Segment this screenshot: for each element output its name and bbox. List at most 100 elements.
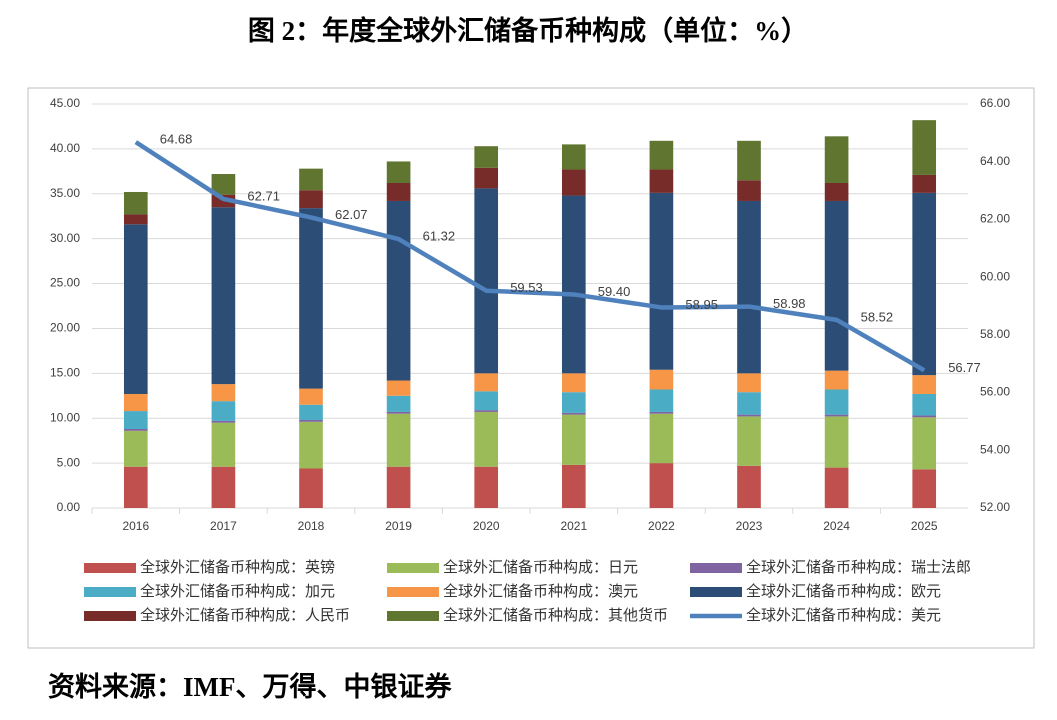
bar-segment [299,208,323,389]
x-tick-label: 2021 [560,519,587,533]
bar-segment [386,395,411,412]
bar-segment [211,174,236,195]
bar-segment [123,224,148,394]
bar-segment [824,416,849,468]
bar-segment [299,420,323,422]
bar-segment [912,192,937,376]
chart-title: 图 2：年度全球外汇储备币种构成（单位：%） [248,15,808,46]
y2-tick-label: 52.00 [980,500,1010,514]
bar-segment [912,375,937,394]
bar-segment [299,388,323,405]
legend-label: 全球外汇储备币种构成：日元 [443,558,638,576]
data-label: 58.52 [861,309,894,324]
y-tick-label: 15.00 [50,366,80,380]
bar-segment [561,169,586,196]
bar-segment [299,190,323,209]
bar-segment [649,463,674,508]
y-tick-label: 20.00 [50,321,80,335]
bar-segment [561,414,586,465]
data-label: 64.68 [160,132,193,147]
data-label: 59.40 [598,284,631,299]
bar-segment [211,466,236,508]
y-tick-label: 40.00 [50,141,80,155]
bar-segment [386,200,411,381]
x-tick-label: 2023 [736,519,763,533]
bar-segment [386,161,411,184]
bar-segment [649,369,674,390]
bar-segment [649,413,674,464]
bar-segment [561,392,586,413]
bar-segment [824,136,849,184]
bar-segment [824,183,849,201]
y2-tick-label: 64.00 [980,154,1010,168]
bar-segment [737,416,761,466]
bar-segment [912,174,937,193]
source: 资料来源：IMF、万得、中银证券 [48,671,452,702]
legend-swatch [84,563,136,573]
bar-segment [474,373,499,392]
bar-segment [649,389,674,412]
bar-segment [737,373,761,393]
legend-label: 全球外汇储备币种构成：英镑 [140,558,335,576]
bar-segment [912,417,937,470]
bar-segment [737,200,761,374]
bar-segment [561,373,586,393]
bar-segment [824,200,849,371]
y-tick-label: 0.00 [57,500,81,514]
bar-segment [123,430,148,467]
legend-label: 全球外汇储备币种构成：其他货币 [443,606,668,624]
bar-segment [737,392,761,415]
y2-tick-label: 66.00 [980,96,1010,110]
legend-swatch [387,587,439,597]
bar-segment [737,180,761,201]
bar-segment [824,370,849,390]
bar-segment [386,411,411,414]
bar-segment [474,466,499,508]
x-tick-label: 2016 [122,519,149,533]
data-label: 56.77 [948,360,981,375]
bar-segment [211,422,236,467]
legend-swatch [387,611,439,621]
bar-segment [561,412,586,415]
y-tick-label: 45.00 [50,96,80,110]
y2-tick-label: 56.00 [980,385,1010,399]
bar-segment [299,168,323,191]
x-tick-label: 2019 [385,519,412,533]
data-label: 58.98 [773,296,806,311]
legend-label: 全球外汇储备币种构成：人民币 [140,606,350,624]
legend-label: 全球外汇储备币种构成：欧元 [746,582,941,600]
bar-segment [211,420,236,423]
bar-segment [211,207,236,385]
bar-segment [386,183,411,201]
bar-segment [211,401,236,421]
y-tick-label: 10.00 [50,410,80,424]
y-tick-label: 30.00 [50,231,80,245]
x-tick-label: 2025 [911,519,938,533]
bar-segment [211,384,236,402]
x-tick-label: 2020 [473,519,500,533]
bar-segment [123,466,148,508]
legend-swatch [84,611,136,621]
data-label: 62.71 [247,188,280,203]
x-tick-label: 2018 [298,519,325,533]
bar-segment [649,411,674,414]
chart-frame [27,87,1035,649]
x-tick-label: 2024 [823,519,850,533]
y-tick-label: 25.00 [50,276,80,290]
bar-segment [912,415,937,418]
bar-segment [386,466,411,508]
legend-label: 全球外汇储备币种构成：瑞士法郎 [746,558,971,576]
data-label: 58.95 [685,297,718,312]
bar-segment [299,468,323,508]
bar-segment [474,188,499,374]
bar-segment [912,393,937,416]
bar-segment [299,421,323,469]
bar-segment [474,146,499,168]
line [134,140,926,373]
y-tick-label: 35.00 [50,186,80,200]
legend-swatch [84,587,136,597]
bar-segment [299,404,323,421]
x-tick-label: 2017 [210,519,237,533]
data-label: 59.53 [510,280,543,295]
